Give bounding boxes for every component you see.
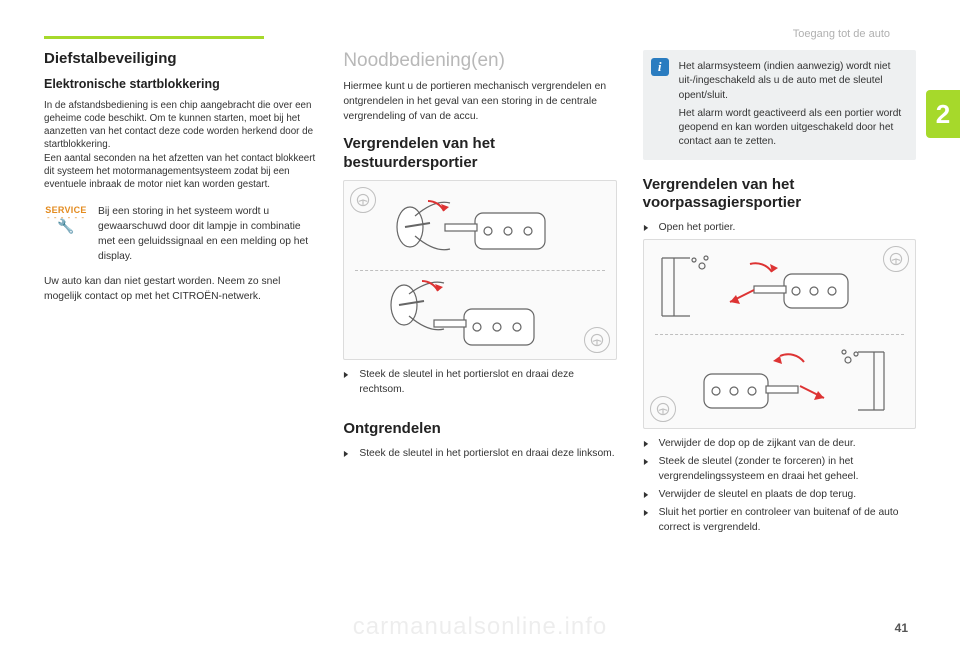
h1-nood: Noodbediening(en) [343,50,616,72]
h2-vergrendelen-passagier: Vergrendelen van het voorpassagiersporti… [643,176,916,214]
h2-vergrendelen-bestuurder: Vergrendelen van het bestuurdersportier [343,135,616,173]
wrench-icon: 🔧 [57,221,74,232]
key-illustration-bottom [684,342,894,420]
steering-wheel-icon [350,187,376,213]
chapter-tab: 2 [926,90,960,138]
bullet-b1: Steek de sleutel in het portierslot en d… [343,447,616,462]
bullet-s3: Verwijder de sleutel en plaats de dop te… [643,488,916,503]
service-icon: SERVICE - - - - - - 🔧 [44,205,88,265]
h2-ontgrendelen: Ontgrendelen [343,420,616,439]
steering-wheel-icon [883,246,909,272]
bullet-s4: Sluit het portier en controleer van buit… [643,506,916,536]
info-icon: i [651,58,669,76]
bullet-list-steps: Verwijder de dop op de zijkant van de de… [643,437,916,536]
bullet-s2: Steek de sleutel (zonder te forceren) in… [643,455,916,485]
info-text-2: Het alarm wordt geactiveerd als een port… [679,107,904,150]
bullet-open: Open het portier. [643,221,916,236]
bullet-a1: Steek de sleutel in het portierslot en d… [343,368,616,398]
dashed-divider [355,270,605,271]
bullet-s1: Verwijder de dop op de zijkant van de de… [643,437,916,452]
h2-elektronische: Elektronische startblokkering [44,77,317,91]
illustration-passenger-lock [643,239,916,429]
bullet-list-a: Steek de sleutel in het portierslot en d… [343,368,616,398]
col-right: i Het alarmsysteem (indien aanwezig) wor… [643,50,916,610]
breadcrumb: Toegang tot de auto [793,28,890,40]
bullet-list-b: Steek de sleutel in het portierslot en d… [343,447,616,462]
illustration-driver-lock [343,180,616,360]
info-callout: i Het alarmsysteem (indien aanwezig) wor… [643,50,916,160]
col-middle: Noodbediening(en) Hiermee kunt u de port… [343,50,616,610]
service-callout: SERVICE - - - - - - 🔧 Bij een storing in… [44,205,317,265]
page-number: 41 [895,621,908,635]
para-2: Een aantal seconden na het afzetten van … [44,152,317,192]
bullet-list-open: Open het portier. [643,221,916,236]
watermark: carmanualsonline.info [353,613,607,641]
steering-wheel-icon [584,327,610,353]
service-text: Bij een storing in het systeem wordt u g… [98,205,317,265]
col-left: Diefstalbeveiliging Elektronische startb… [44,50,317,610]
dashed-divider [655,334,905,335]
key-illustration-top [380,191,580,265]
manual-page: Toegang tot de auto 2 Diefstalbeveiligin… [0,0,960,649]
info-text-1: Het alarmsysteem (indien aanwezig) wordt… [679,60,904,103]
para-3: Uw auto kan dan niet gestart worden. Nee… [44,275,317,305]
para-1: In de afstandsbediening is een chip aang… [44,99,317,152]
steering-wheel-icon [650,396,676,422]
accent-bar [44,36,264,39]
h1-diefstal: Diefstalbeveiliging [44,50,317,69]
intro-text: Hiermee kunt u de portieren mechanisch v… [343,80,616,125]
key-illustration-bottom [364,279,564,353]
key-illustration-top [654,248,884,326]
